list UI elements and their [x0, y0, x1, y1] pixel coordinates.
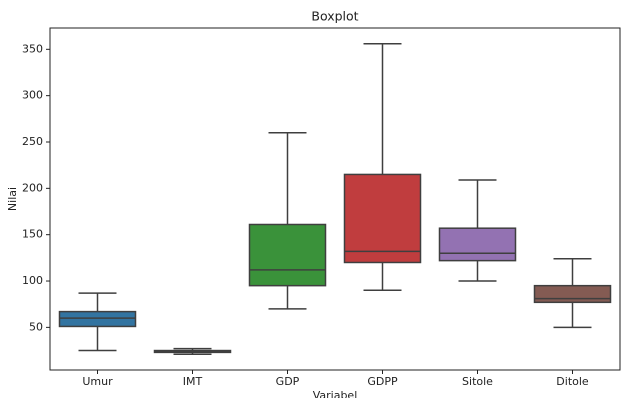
x-tick-label: GDPP	[367, 375, 398, 388]
y-tick-label: 350	[22, 42, 43, 55]
x-tick-label: Ditole	[556, 375, 589, 388]
y-tick-label: 100	[22, 274, 43, 287]
box	[438, 227, 517, 262]
y-tick-label: 200	[22, 181, 43, 194]
x-axis-label: Variabel	[313, 389, 358, 398]
y-tick-label: 250	[22, 135, 43, 148]
y-tick-label: 300	[22, 89, 43, 102]
box	[248, 223, 327, 287]
x-tick-label: GDP	[276, 375, 300, 388]
x-tick-label: IMT	[183, 375, 203, 388]
y-axis-label: Nilai	[6, 187, 19, 211]
y-tick-label: 150	[22, 228, 43, 241]
chart-title: Boxplot	[311, 9, 358, 24]
x-tick-label: Umur	[82, 375, 113, 388]
x-tick-label: Sitole	[462, 375, 493, 388]
box	[58, 310, 137, 328]
box	[343, 173, 422, 264]
plot-frame	[49, 27, 621, 371]
y-tick-label: 50	[29, 320, 43, 333]
box	[533, 284, 612, 304]
